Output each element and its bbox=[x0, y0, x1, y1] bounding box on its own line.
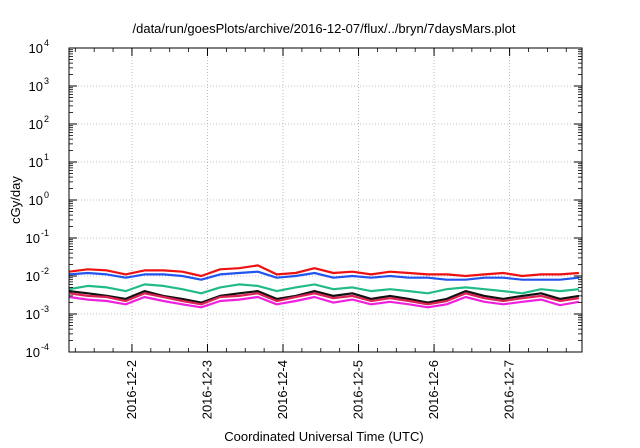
y-tick-exponent: -4 bbox=[41, 342, 49, 352]
chart-title: /data/run/goesPlots/archive/2016-12-07/f… bbox=[133, 21, 516, 36]
y-tick-label: 100 bbox=[29, 190, 49, 208]
y-tick-label: 101 bbox=[29, 152, 49, 170]
x-tick-label: 2016-12-2 bbox=[124, 360, 139, 419]
plot-frame bbox=[68, 47, 583, 353]
y-tick-label: 10-2 bbox=[26, 266, 49, 284]
y-tick-label: 102 bbox=[29, 114, 49, 132]
y-axis-label: cGy/day bbox=[8, 176, 23, 224]
y-tick-exponent: 1 bbox=[44, 152, 49, 162]
y-tick-exponent: 2 bbox=[44, 114, 49, 124]
series-line-6 bbox=[68, 295, 580, 309]
x-tick-label: 2016-12-3 bbox=[199, 360, 214, 419]
x-tick-label: 2016-12-5 bbox=[351, 360, 366, 419]
grid bbox=[69, 48, 582, 352]
y-tick-exponent: -2 bbox=[41, 266, 49, 276]
series-line-3 bbox=[68, 283, 580, 295]
y-tick-exponent: -3 bbox=[41, 304, 49, 314]
x-tick-label: 2016-12-7 bbox=[502, 360, 517, 419]
y-tick-label: 10-4 bbox=[26, 342, 49, 360]
y-tick-exponent: 3 bbox=[44, 76, 49, 86]
x-axis-label: Coordinated Universal Time (UTC) bbox=[224, 429, 423, 444]
x-axis: 2016-12-2 2016-12-3 2016-12-4 2016-12-5 2016… bbox=[74, 48, 567, 419]
y-tick-exponent: 4 bbox=[44, 38, 49, 48]
series-line-5 bbox=[68, 292, 580, 306]
series-line-4 bbox=[68, 290, 580, 304]
series-line-2 bbox=[68, 270, 580, 281]
y-tick-exponent: 0 bbox=[44, 190, 49, 200]
series-lines bbox=[68, 264, 580, 309]
y-tick-label: 10-3 bbox=[26, 304, 49, 322]
y-tick-label: 10-1 bbox=[26, 228, 49, 246]
x-tick-label: 2016-12-4 bbox=[275, 360, 290, 419]
y-tick-exponent: -1 bbox=[41, 228, 49, 238]
y-tick-label: 104 bbox=[29, 38, 49, 56]
series-line-1 bbox=[68, 264, 579, 278]
x-tick-label: 2016-12-6 bbox=[426, 360, 441, 419]
y-tick-label: 103 bbox=[29, 76, 49, 94]
